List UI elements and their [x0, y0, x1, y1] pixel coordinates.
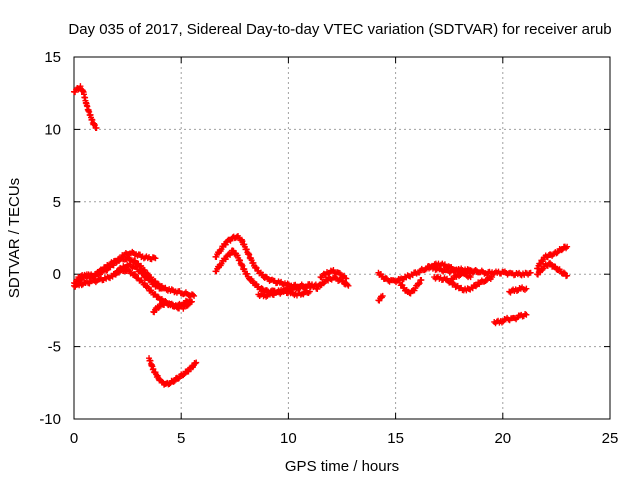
- data-point: [213, 268, 220, 275]
- series-s5: [113, 261, 165, 292]
- data-point: [344, 281, 351, 288]
- y-axis-label: SDTVAR / TECUs: [6, 178, 23, 298]
- series-s12: [317, 267, 350, 282]
- chart-title: Day 035 of 2017, Sidereal Day-to-day VTE…: [68, 21, 611, 38]
- series-s1: [71, 83, 100, 132]
- data-point: [163, 298, 170, 305]
- x-tick-label: 10: [280, 430, 297, 447]
- data-point: [158, 285, 165, 292]
- data-point: [472, 267, 479, 274]
- data-point: [152, 255, 159, 262]
- data-point: [558, 247, 565, 254]
- y-tick-label: -10: [39, 411, 61, 428]
- data-point: [188, 298, 195, 305]
- y-tick-label: -5: [48, 339, 61, 356]
- data-point: [168, 286, 175, 293]
- series-s19: [491, 310, 530, 327]
- data-point: [218, 246, 225, 253]
- data-point: [467, 274, 474, 281]
- series-s6: [150, 298, 195, 316]
- series-s4: [75, 248, 159, 282]
- data-point: [456, 273, 463, 280]
- data-point: [306, 288, 313, 295]
- data-point: [129, 248, 136, 255]
- data-point: [191, 292, 198, 299]
- x-tick-label: 15: [387, 430, 404, 447]
- data-point: [284, 280, 291, 287]
- data-point: [244, 270, 251, 277]
- data-point: [184, 302, 191, 309]
- data-point: [564, 243, 571, 250]
- data-point: [180, 372, 187, 379]
- series-s18: [448, 267, 481, 283]
- plot-frame: [73, 56, 611, 420]
- data-point: [140, 271, 147, 278]
- data-point: [345, 282, 352, 289]
- data-point: [489, 274, 496, 281]
- data-point: [415, 281, 422, 288]
- series-s17: [431, 273, 496, 294]
- data-point: [560, 269, 567, 276]
- x-tick-label: 0: [70, 430, 78, 447]
- data-point: [222, 256, 229, 263]
- axes: 0 5 10 15 20 25 -10 -5 0 5 10 15: [39, 49, 618, 447]
- data-point: [564, 272, 571, 279]
- data-point: [343, 275, 350, 282]
- x-tick-label: 20: [494, 430, 511, 447]
- data-point: [218, 260, 225, 267]
- data-point: [498, 319, 505, 326]
- data-point: [166, 381, 173, 388]
- data-point: [379, 292, 386, 299]
- data-point: [474, 268, 481, 275]
- y-tick-label: 10: [44, 121, 61, 138]
- data-point: [192, 360, 199, 367]
- y-tick-label: 0: [53, 266, 61, 283]
- data-point: [153, 282, 160, 289]
- data-point: [141, 280, 148, 287]
- data-point: [132, 271, 139, 278]
- data-point: [527, 269, 534, 276]
- data-point: [103, 267, 110, 274]
- data-point: [189, 291, 196, 298]
- data-point: [416, 280, 423, 287]
- series-s14: [375, 292, 386, 304]
- data-point: [150, 365, 157, 372]
- data-point: [482, 278, 489, 285]
- data-point: [523, 285, 530, 292]
- data-point: [213, 253, 220, 260]
- series-s20: [506, 284, 530, 296]
- series-s9: [212, 247, 322, 296]
- series-s10: [255, 287, 313, 300]
- series-s22: [534, 259, 571, 280]
- data-point: [93, 124, 100, 131]
- data-point: [258, 285, 265, 292]
- series-s7: [146, 355, 200, 388]
- data-point: [113, 259, 120, 266]
- data-point: [170, 378, 177, 385]
- data-point: [252, 264, 259, 271]
- y-tick-label: 5: [53, 194, 61, 211]
- data-marks: [71, 83, 571, 388]
- data-point: [418, 276, 425, 283]
- data-point: [141, 267, 148, 274]
- series-s15: [396, 276, 425, 297]
- y-tick-label: 15: [44, 49, 61, 66]
- series-s8: [212, 232, 315, 291]
- x-axis-label: GPS time / hours: [285, 458, 399, 475]
- series-s11: [313, 274, 352, 293]
- data-point: [193, 359, 200, 366]
- data-point: [154, 293, 161, 300]
- x-tick-label: 5: [177, 430, 185, 447]
- x-tick-label: 25: [602, 430, 619, 447]
- data-point: [523, 311, 530, 318]
- data-point: [222, 241, 229, 248]
- data-point: [154, 372, 161, 379]
- data-point: [522, 310, 529, 317]
- series-s21: [534, 243, 571, 272]
- data-point: [158, 378, 165, 385]
